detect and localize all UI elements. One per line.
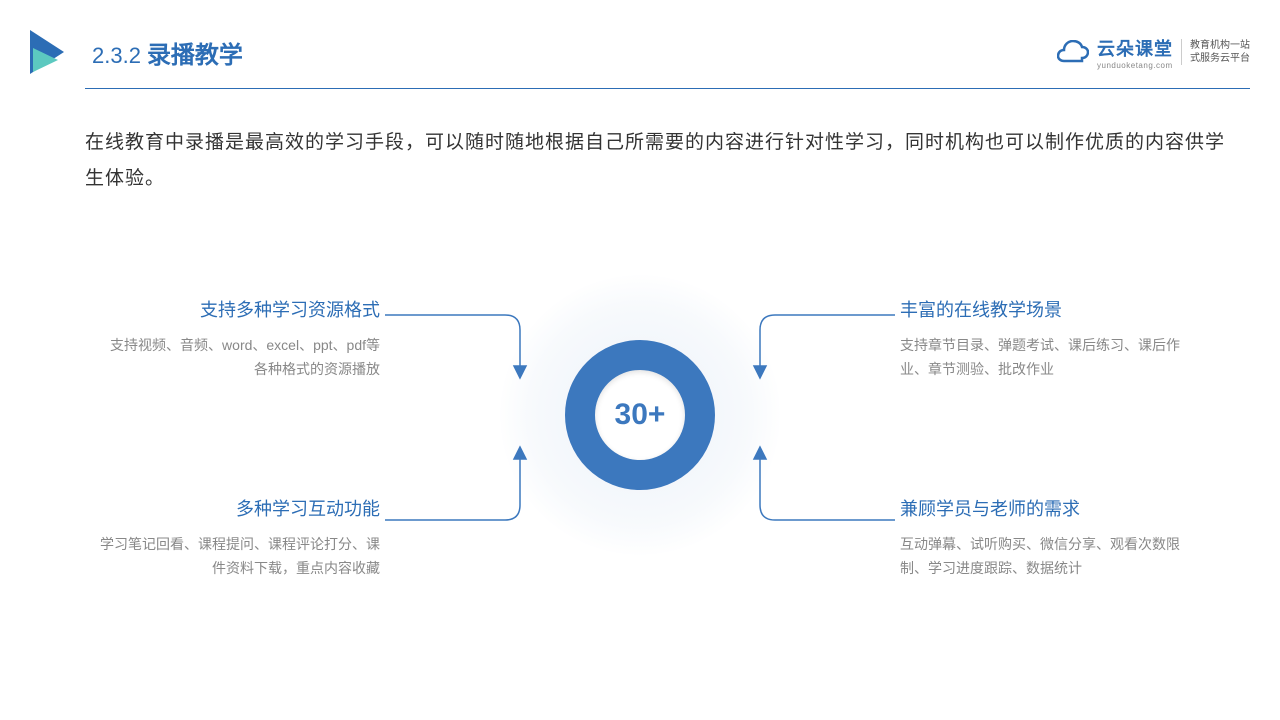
feature-desc: 互动弹幕、试听购买、微信分享、观看次数限制、学习进度跟踪、数据统计: [900, 533, 1180, 581]
play-icon: [30, 30, 70, 74]
feature-title: 丰富的在线教学场景: [900, 296, 1180, 322]
logo-tagline: 教育机构一站 式服务云平台: [1181, 39, 1250, 65]
feature-top-left: 支持多种学习资源格式 支持视频、音频、word、excel、ppt、pdf等各种…: [100, 296, 380, 382]
feature-title: 支持多种学习资源格式: [100, 296, 380, 322]
slide-header: 2.3.2 录播教学 云朵课堂 yunduoketang.com 教育机构一站 …: [0, 30, 1280, 74]
header-left: 2.3.2 录播教学: [0, 30, 243, 74]
feature-desc: 学习笔记回看、课程提问、课程评论打分、课件资料下载，重点内容收藏: [100, 533, 380, 581]
section-title: 2.3.2 录播教学: [92, 35, 243, 70]
connector-bl: [385, 445, 570, 525]
tagline-line1: 教育机构一站: [1190, 39, 1250, 52]
diagram: 30+ 支持多种学习资源格式 支持视频、音频、word、excel、ppt、pd…: [0, 250, 1280, 720]
logo-main-text: 云朵课堂: [1097, 35, 1173, 61]
connector-tr: [710, 310, 895, 390]
header-underline: [85, 88, 1250, 89]
logo: 云朵课堂 yunduoketang.com 教育机构一站 式服务云平台: [1057, 35, 1250, 70]
connector-tl: [385, 310, 570, 390]
cloud-icon: [1057, 40, 1089, 64]
feature-title: 多种学习互动功能: [100, 495, 380, 521]
feature-title: 兼顾学员与老师的需求: [900, 495, 1180, 521]
tagline-line2: 式服务云平台: [1190, 52, 1250, 65]
intro-paragraph: 在线教育中录播是最高效的学习手段，可以随时随地根据自己所需要的内容进行针对性学习…: [85, 125, 1230, 197]
feature-desc: 支持章节目录、弹题考试、课后练习、课后作业、章节测验、批改作业: [900, 334, 1180, 382]
logo-sub-text: yunduoketang.com: [1097, 61, 1173, 70]
section-label: 录播教学: [147, 35, 243, 70]
feature-bottom-right: 兼顾学员与老师的需求 互动弹幕、试听购买、微信分享、观看次数限制、学习进度跟踪、…: [900, 495, 1180, 581]
logo-text: 云朵课堂 yunduoketang.com: [1097, 35, 1173, 70]
center-value: 30+: [615, 398, 666, 432]
feature-top-right: 丰富的在线教学场景 支持章节目录、弹题考试、课后练习、课后作业、章节测验、批改作…: [900, 296, 1180, 382]
connector-br: [710, 445, 895, 525]
feature-bottom-left: 多种学习互动功能 学习笔记回看、课程提问、课程评论打分、课件资料下载，重点内容收…: [100, 495, 380, 581]
section-number: 2.3.2: [92, 43, 141, 69]
feature-desc: 支持视频、音频、word、excel、ppt、pdf等各种格式的资源播放: [100, 334, 380, 382]
